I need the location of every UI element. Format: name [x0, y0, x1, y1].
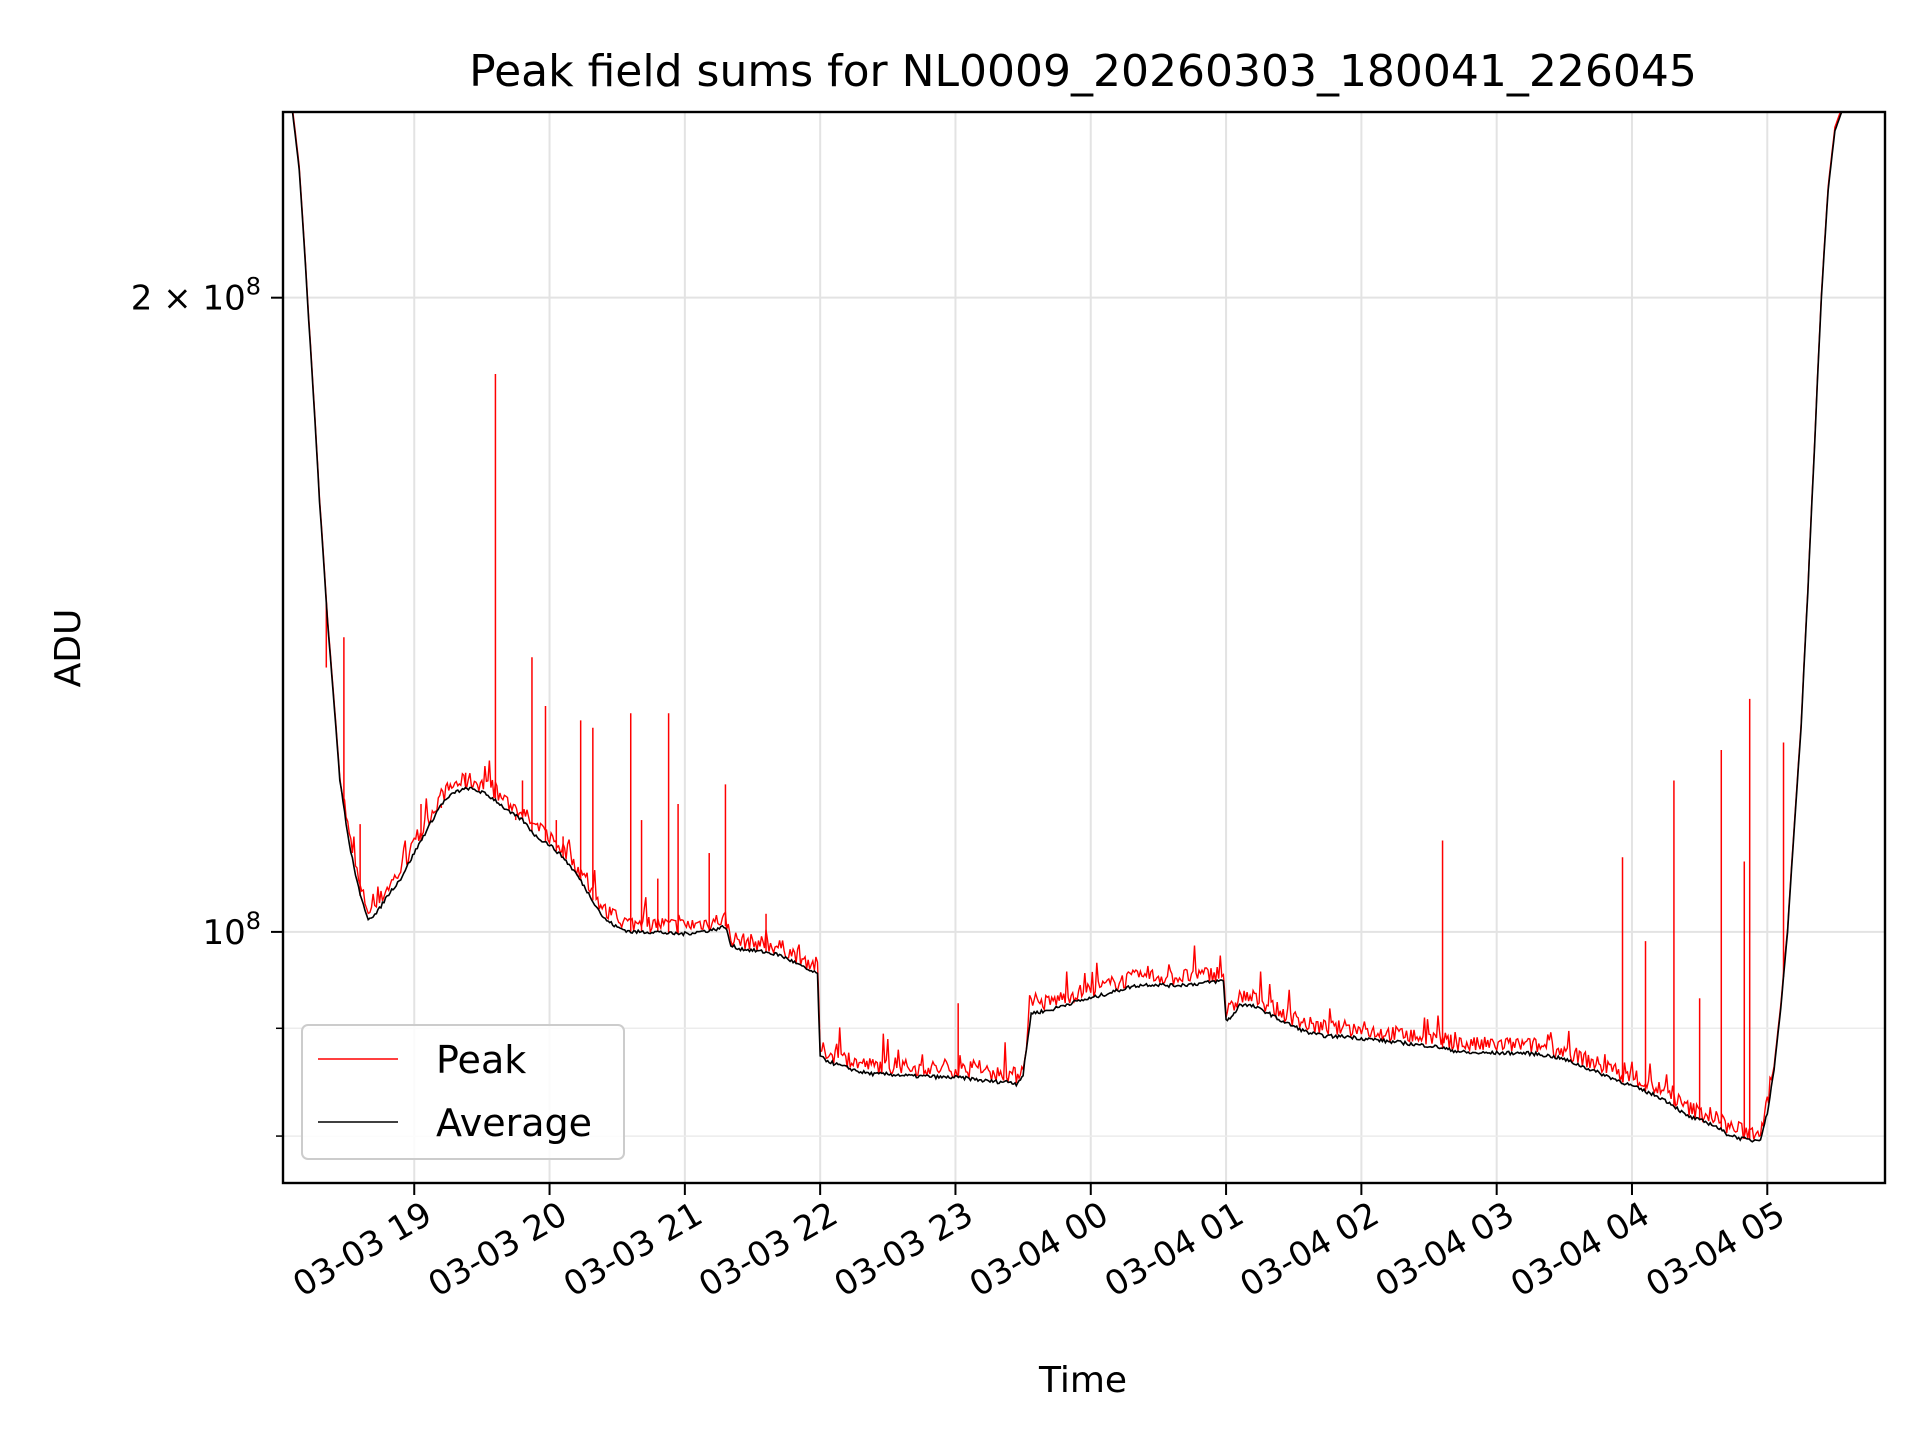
series-layer	[291, 112, 1843, 1143]
y-axis-label: ADU	[48, 609, 89, 688]
peak-line	[292, 112, 1842, 1140]
grid	[283, 112, 1885, 1183]
peak-series	[292, 112, 1842, 1140]
legend-label-average: Average	[436, 1101, 592, 1145]
y-tick-label: 2 × 108	[131, 273, 261, 319]
plot-area-frame	[281, 110, 1887, 1185]
y-tick-label: 108	[202, 907, 261, 953]
legend: Peak Average	[301, 1024, 625, 1160]
legend-label-peak: Peak	[436, 1038, 526, 1082]
x-axis-label: Time	[1038, 1360, 1127, 1401]
average-line	[291, 112, 1843, 1143]
chart-title: Peak field sums for NL0009_20260303_1800…	[469, 46, 1697, 97]
average-series	[291, 112, 1843, 1143]
